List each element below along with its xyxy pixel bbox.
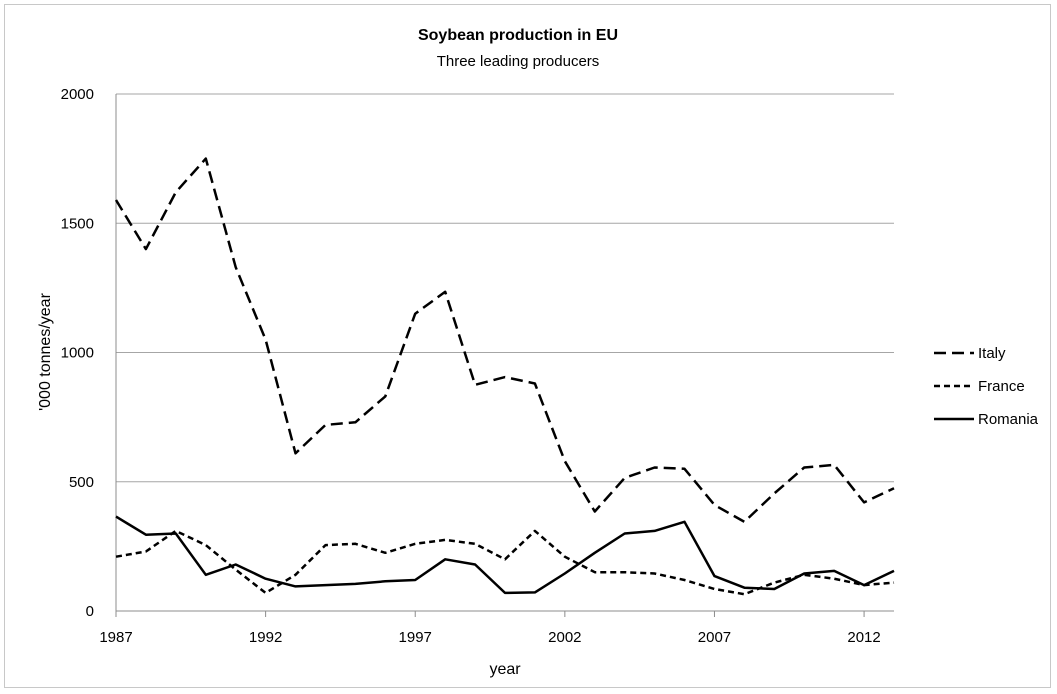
axes bbox=[115, 94, 894, 617]
y-tick-label-1000: 1000 bbox=[61, 345, 94, 362]
series-lines bbox=[114, 157, 895, 596]
y-tick-labels: 0 500 1000 1500 2000 bbox=[61, 86, 94, 620]
legend: Italy France Romania bbox=[934, 345, 1039, 428]
chart-title: Soybean production in EU bbox=[418, 27, 618, 44]
x-tick-label-1997: 1997 bbox=[399, 629, 432, 646]
x-axis-title: year bbox=[489, 661, 521, 678]
x-tick-label-1992: 1992 bbox=[249, 629, 282, 646]
y-tick-label-500: 500 bbox=[69, 474, 94, 491]
y-tick-label-0: 0 bbox=[86, 603, 94, 620]
x-tick-labels: 1987 1992 1997 2002 2007 2012 bbox=[99, 629, 880, 646]
series-line-france bbox=[115, 529, 895, 596]
series-line-italy bbox=[114, 157, 895, 524]
legend-label-france: France bbox=[978, 378, 1025, 395]
y-tick-label-2000: 2000 bbox=[61, 86, 94, 103]
y-axis-title: '000 tonnes/year bbox=[37, 292, 54, 410]
y-tick-label-1500: 1500 bbox=[61, 215, 94, 232]
gridlines bbox=[116, 93, 894, 483]
chart-frame bbox=[4, 4, 1051, 688]
legend-label-italy: Italy bbox=[978, 345, 1006, 362]
x-tick-label-2012: 2012 bbox=[847, 629, 880, 646]
chart-subtitle: Three leading producers bbox=[437, 53, 600, 70]
series-line-romania bbox=[115, 515, 895, 595]
legend-label-romania: Romania bbox=[978, 411, 1039, 428]
x-tick-label-1987: 1987 bbox=[99, 629, 132, 646]
x-tick-label-2002: 2002 bbox=[548, 629, 581, 646]
x-tick-label-2007: 2007 bbox=[698, 629, 731, 646]
